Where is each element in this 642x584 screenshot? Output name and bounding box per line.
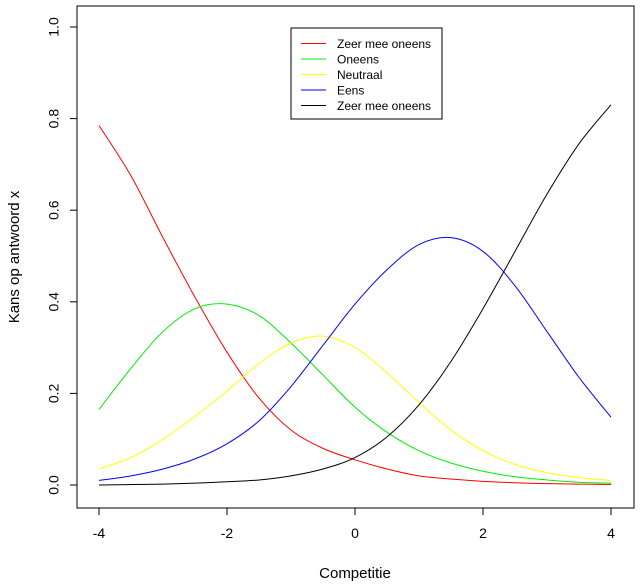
series-line-3 <box>98 335 612 481</box>
series-line-1 <box>98 125 612 486</box>
x-tick-label: -2 <box>221 525 234 541</box>
y-tick-label: 0.2 <box>46 383 62 403</box>
series-layer <box>98 104 612 486</box>
y-axis: 0.0 0.2 0.4 0.6 0.8 1.0 <box>46 17 78 495</box>
x-tick-label: 4 <box>607 525 615 541</box>
x-tick-label: -4 <box>93 525 106 541</box>
y-tick-label: 0.4 <box>46 292 62 312</box>
x-tick-label: 2 <box>479 525 487 541</box>
x-axis-title: Competitie <box>319 565 391 582</box>
legend-label-3: Neutraal <box>337 68 382 82</box>
x-axis: -4 -2 0 2 4 <box>93 507 615 541</box>
x-tick-label: 0 <box>351 525 359 541</box>
series-line-4 <box>98 236 612 481</box>
legend-label-5: Zeer mee oneens <box>337 99 431 113</box>
legend-label-1: Zeer mee oneens <box>337 37 431 51</box>
y-axis-title: Kans op antwoord x <box>6 190 23 323</box>
series-line-2 <box>98 303 612 484</box>
y-tick-label: 0.6 <box>46 200 62 220</box>
legend-label-2: Oneens <box>337 53 379 67</box>
y-tick-label: 1.0 <box>46 17 62 37</box>
y-tick-label: 0.0 <box>46 475 62 495</box>
series-line-5 <box>98 104 612 486</box>
legend-label-4: Eens <box>337 84 364 98</box>
y-tick-label: 0.8 <box>46 109 62 129</box>
